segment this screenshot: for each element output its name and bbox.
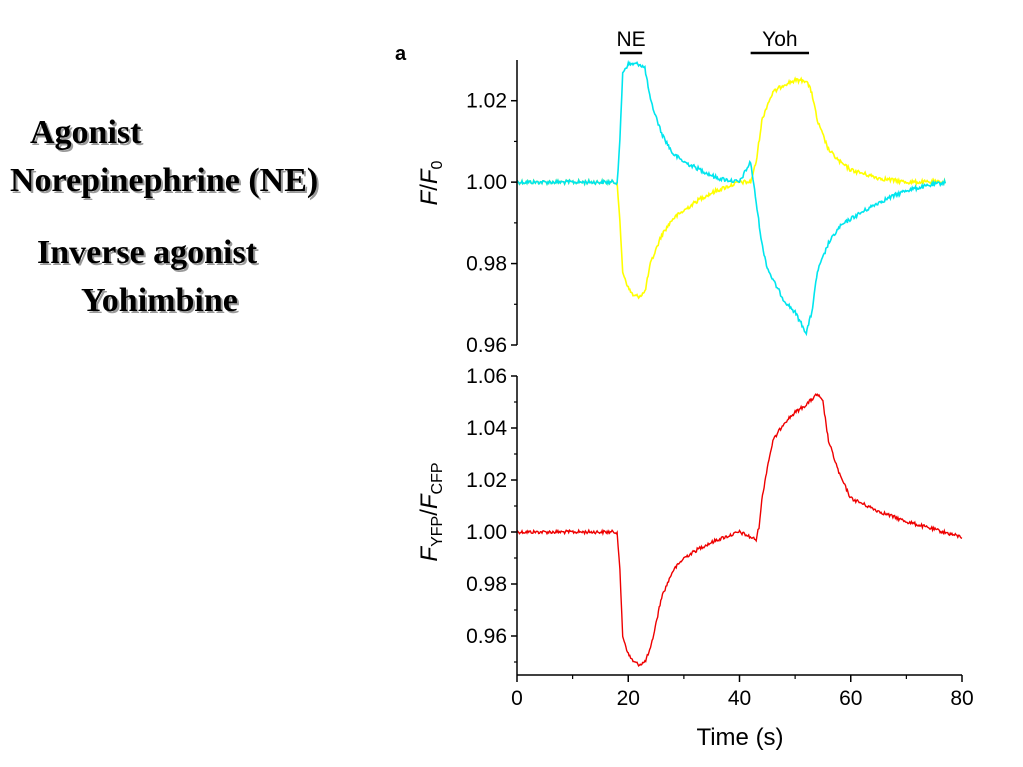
panel-letter: a [395, 43, 407, 65]
x-tick-label: 80 [950, 687, 973, 710]
bottom-y-tick-label: 1.04 [466, 417, 507, 440]
x-tick-label: 20 [617, 687, 640, 710]
inverse-agonist-heading: Inverse agonist [37, 234, 258, 271]
top-y-ticks: 1.02 1.00 0.98 0.96 [466, 90, 517, 357]
x-ticks: 0 20 40 60 80 [511, 675, 974, 710]
bottom-y-tick-label: 0.98 [466, 573, 507, 596]
top-series-group [516, 59, 947, 337]
x-tick-label: 0 [511, 687, 523, 710]
top-series-line-1 [516, 59, 947, 337]
top-y-tick-label: 0.98 [466, 253, 507, 276]
top-y-tick-label: 1.02 [466, 90, 507, 113]
top-panel: NE Yoh 1.02 1.00 0.98 0.96 F/F0 [416, 28, 947, 357]
top-series-line-0 [516, 76, 947, 300]
bottom-y-tick-label: 1.02 [466, 469, 507, 492]
x-axis-label: Time (s) [696, 724, 783, 751]
agonist-name: Norepinephrine (NE) [10, 162, 319, 199]
bottom-series-line-0 [516, 393, 963, 667]
bottom-y-tick-label: 1.00 [466, 521, 507, 544]
x-tick-label: 40 [728, 687, 751, 710]
inverse-agonist-name: Yohimbine [81, 282, 238, 319]
bottom-panel: 1.06 1.04 1.02 1.00 0.98 0.96 0 20 40 60 80 Time … [416, 365, 974, 751]
bottom-series-group [516, 393, 963, 667]
bottom-y-tick-label: 0.96 [466, 625, 507, 648]
top-y-tick-label: 0.96 [466, 334, 507, 357]
bottom-y-axis-label: FYFP/FCFP [416, 462, 446, 561]
treatment-bar-label-1: Yoh [762, 28, 797, 51]
treatment-bar-label-0: NE [616, 28, 645, 51]
treatment-bars: NE Yoh [616, 28, 810, 55]
agonist-heading: Agonist [30, 114, 142, 151]
bottom-y-tick-label: 1.06 [466, 365, 507, 388]
top-y-axis-label: F/F0 [416, 160, 446, 205]
bottom-y-ticks: 1.06 1.04 1.02 1.00 0.98 0.96 [466, 365, 517, 663]
top-y-tick-label: 1.00 [466, 171, 507, 194]
x-tick-label: 60 [839, 687, 862, 710]
